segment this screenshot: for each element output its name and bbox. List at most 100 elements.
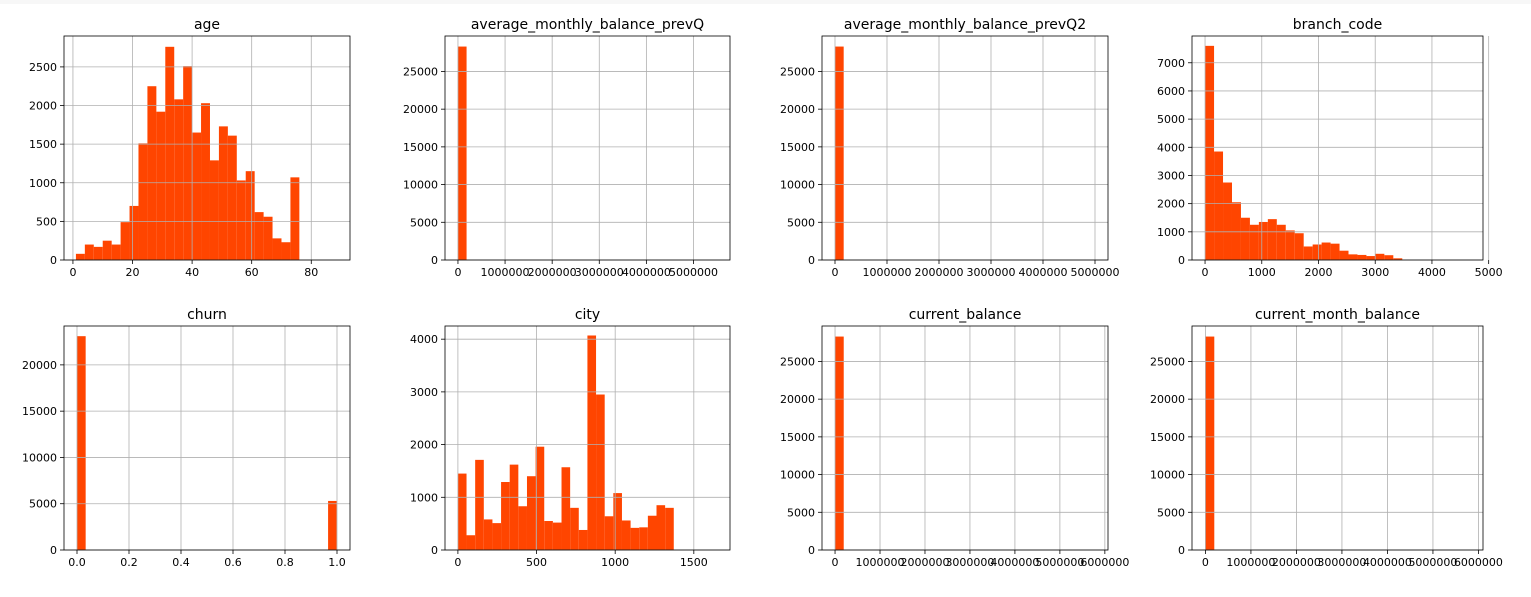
y-tick-label: 15000 — [22, 405, 57, 418]
notebook-output-top-edge — [0, 0, 1531, 4]
x-tick-label: 2000000 — [915, 266, 964, 279]
x-tick-label: 0 — [832, 556, 839, 569]
histogram-bar — [835, 336, 844, 550]
y-tick-label: 7000 — [1157, 57, 1185, 70]
histogram-bar — [111, 244, 121, 260]
histogram-bar — [1339, 250, 1349, 260]
x-tick-label: 1000000 — [863, 266, 912, 279]
x-tick-label: 0.8 — [276, 556, 294, 569]
histogram-bar — [544, 521, 553, 550]
y-tick-label: 2500 — [29, 61, 57, 74]
histogram-bar — [647, 515, 657, 550]
x-tick-label: 1000 — [601, 556, 629, 569]
histogram-bar — [1366, 256, 1376, 260]
histogram-bar — [328, 500, 337, 550]
histogram-bar — [1267, 219, 1277, 260]
y-tick-label: 25000 — [780, 355, 815, 368]
histogram-bar — [102, 240, 112, 260]
histogram-bar — [129, 205, 139, 260]
y-tick-label: 25000 — [403, 65, 438, 78]
histogram-bar — [93, 246, 103, 260]
y-tick-label: 0 — [50, 254, 57, 267]
x-tick-label: 40 — [185, 266, 199, 279]
histogram-bar — [518, 506, 527, 550]
x-tick-label: 0.6 — [224, 556, 242, 569]
histogram-bar — [281, 242, 291, 260]
x-tick-label: 4000000 — [1363, 556, 1412, 569]
chart-title: age — [194, 17, 220, 33]
x-tick-label: 3000 — [1361, 266, 1389, 279]
y-tick-label: 15000 — [780, 431, 815, 444]
y-tick-label: 15000 — [1150, 431, 1185, 444]
y-tick-label: 4000 — [1157, 141, 1185, 154]
x-tick-label: 6000000 — [1454, 556, 1503, 569]
x-tick-label: 3000000 — [967, 266, 1016, 279]
histogram-bar — [227, 135, 237, 260]
x-tick-label: 3000000 — [575, 266, 624, 279]
histogram-bar — [201, 103, 210, 260]
x-tick-label: 2000000 — [1272, 556, 1321, 569]
x-tick-label: 1000000 — [481, 266, 530, 279]
y-tick-label: 10000 — [1150, 469, 1185, 482]
y-tick-label: 10000 — [403, 179, 438, 192]
y-tick-label: 0 — [1178, 544, 1185, 557]
histogram-bar — [218, 126, 228, 261]
y-tick-label: 5000 — [29, 498, 57, 511]
x-tick-label: 1.0 — [328, 556, 346, 569]
histogram-bar — [1285, 230, 1295, 260]
x-tick-label: 0 — [454, 556, 461, 569]
x-tick-label: 1500 — [680, 556, 708, 569]
y-tick-label: 0 — [808, 544, 815, 557]
x-tick-label: 2000000 — [528, 266, 577, 279]
y-tick-label: 20000 — [780, 103, 815, 116]
histogram-bar — [483, 519, 493, 550]
x-tick-label: 3000000 — [945, 556, 994, 569]
y-tick-label: 1000 — [410, 491, 438, 504]
x-tick-label: 20 — [126, 266, 140, 279]
subplot-current-balance: 0 100000020000003000000400000050000006000… — [780, 307, 1129, 569]
x-tick-label: 5000 — [1475, 266, 1503, 279]
histogram-bar — [613, 493, 622, 550]
x-tick-label: 0.0 — [68, 556, 86, 569]
chart-title: branch_code — [1293, 17, 1382, 33]
histogram-bar — [236, 180, 246, 260]
histogram-bar — [457, 46, 467, 261]
histogram-bar — [526, 476, 536, 550]
x-tick-label: 5000000 — [1035, 556, 1084, 569]
x-tick-label: 1000000 — [856, 556, 905, 569]
y-tick-label: 3000 — [410, 386, 438, 399]
histogram-bar — [120, 222, 130, 260]
chart-title: churn — [187, 307, 227, 323]
x-tick-label: 5000000 — [669, 266, 718, 279]
chart-title: average_monthly_balance_prevQ2 — [844, 17, 1086, 33]
x-tick-label: 4000000 — [990, 556, 1039, 569]
y-tick-label: 20000 — [22, 359, 57, 372]
x-tick-label: 5000000 — [1071, 266, 1120, 279]
chart-title: average_monthly_balance_prevQ — [471, 17, 704, 33]
histogram-bar — [466, 535, 476, 550]
histogram-bar — [1393, 258, 1403, 260]
histogram-bar — [290, 177, 300, 260]
histogram-bar — [245, 171, 255, 260]
x-tick-label: 0 — [1202, 556, 1209, 569]
subplot-current-month-balance: 0 100000020000003000000400000050000006000… — [1150, 307, 1503, 569]
y-tick-label: 20000 — [403, 103, 438, 116]
chart-title: city — [575, 307, 600, 323]
histogram-bar — [596, 394, 605, 550]
histogram-bar — [1375, 253, 1385, 260]
histogram-bar — [665, 507, 674, 550]
histogram-bar — [254, 212, 264, 260]
y-tick-label: 1500 — [29, 138, 57, 151]
histogram-bar — [457, 473, 467, 550]
y-tick-label: 20000 — [1150, 393, 1185, 406]
subplot-average-monthly-balance-prevQ2: 0 1000000 2000000 3000000 4000000 5000000 0 500… — [780, 17, 1120, 279]
histogram-bar — [84, 244, 94, 260]
histogram-bar — [561, 467, 571, 550]
x-tick-label: 4000 — [1418, 266, 1446, 279]
x-tick-label: 80 — [304, 266, 318, 279]
histogram-bar — [501, 482, 510, 550]
axes-frame — [63, 325, 351, 551]
y-tick-label: 500 — [36, 215, 57, 228]
y-tick-label: 6000 — [1157, 85, 1185, 98]
